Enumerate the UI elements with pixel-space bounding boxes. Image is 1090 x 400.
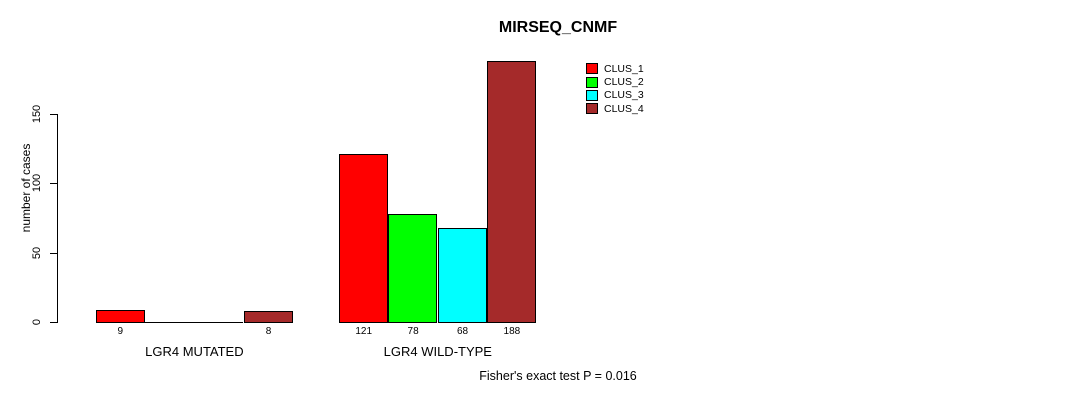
bar-value-label-clus_4-group1: 8	[265, 326, 272, 337]
y-axis-tick	[50, 252, 57, 254]
legend-label-clus_1: CLUS_1	[604, 62, 644, 75]
legend: CLUS_1 CLUS_2 CLUS_3 CLUS_4	[586, 62, 644, 116]
legend-item-clus_2: CLUS_2	[586, 75, 644, 88]
legend-swatch-clus_1	[586, 63, 598, 75]
bar-value-label-clus_1-group2: 121	[355, 326, 373, 337]
stat-caption: Fisher's exact test P = 0.016	[479, 369, 637, 383]
legend-item-clus_3: CLUS_3	[586, 89, 644, 102]
bar-clus_2-group1-zero	[145, 322, 194, 323]
legend-swatch-clus_4	[586, 103, 598, 115]
bar-clus_4-group2	[487, 61, 536, 323]
bar-value-label-clus_3-group2: 68	[456, 326, 469, 337]
y-axis-tick	[50, 322, 57, 323]
y-axis-tick	[50, 114, 57, 115]
legend-item-clus_1: CLUS_1	[586, 62, 644, 75]
bar-clus_1-group1	[96, 310, 145, 323]
bar-value-label-clus_4-group2: 188	[503, 326, 521, 337]
chart-title: MIRSEQ_CNMF	[498, 19, 618, 36]
legend-label-clus_4: CLUS_4	[604, 102, 644, 115]
legend-swatch-clus_2	[586, 76, 598, 88]
bar-clus_1-group2	[339, 154, 388, 323]
group-label-2: LGR4 WILD-TYPE	[383, 344, 492, 359]
legend-swatch-clus_3	[586, 89, 598, 101]
y-axis-tick-label: 0	[31, 318, 43, 326]
y-axis-line	[57, 114, 58, 323]
y-axis-tick-label: 100	[31, 174, 43, 193]
y-axis-tick-label: 50	[31, 246, 43, 259]
bar-clus_2-group2	[388, 214, 437, 323]
legend-item-clus_4: CLUS_4	[586, 102, 644, 115]
bar-clus_3-group1-zero	[194, 322, 243, 323]
group-label-1: LGR4 MUTATED	[145, 344, 244, 359]
bar-value-label-clus_1-group1: 9	[117, 326, 124, 337]
y-axis-tick	[50, 183, 57, 185]
legend-label-clus_2: CLUS_2	[604, 76, 644, 89]
bar-clus_3-group2	[438, 228, 487, 323]
bar-clus_4-group1	[244, 311, 293, 323]
legend-label-clus_3: CLUS_3	[604, 89, 644, 102]
y-axis-tick-label: 150	[31, 104, 43, 124]
bar-value-label-clus_2-group2: 78	[407, 326, 419, 337]
